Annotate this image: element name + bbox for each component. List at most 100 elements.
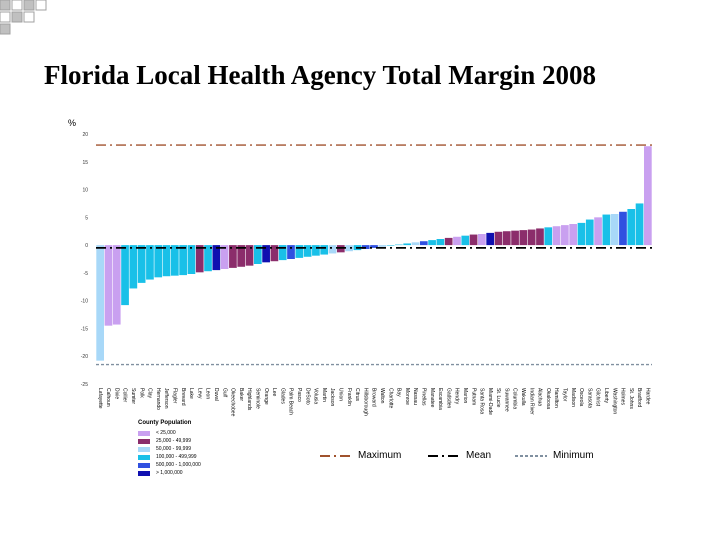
category-label: Glades [279,388,285,404]
category-label: Manatee [429,388,435,408]
bar-collier [121,245,129,306]
category-label: Broward [371,388,377,407]
bar-sarasota [585,219,594,246]
bar-escambia [436,239,445,246]
legend-mean-label: Mean [466,450,492,461]
bar-holmes [619,211,627,246]
bar-jefferson [162,245,171,277]
bar-marion [461,235,470,246]
legend-minimum-label: Minimum [553,450,594,461]
legend-row: 100,000 - 499,999 [138,453,234,461]
category-label: Wakulla [520,388,526,406]
category-label: Levy [196,388,202,399]
legend-maximum-label: Maximum [358,450,402,461]
bar-calhoun [104,245,113,326]
category-label: Gadsden [445,388,451,409]
category-label: Sumter [130,388,136,404]
legend-label: > 1,000,000 [156,470,183,476]
category-label: Marion [462,388,468,404]
y-tick-label: -10 [81,299,88,305]
category-label: Bay [396,388,402,397]
category-label: Liberty [603,388,609,404]
category-label: Lafayette [97,388,103,409]
legend-row: < 25,000 [138,429,234,437]
bar-taylor [561,225,569,246]
bar-desoto [303,245,312,257]
bar-osceola [577,222,586,246]
bar-madison [569,224,578,246]
bar-orange [262,245,270,263]
y-tick-label: 10 [82,188,88,194]
legend-row: 500,000 - 1,000,000 [138,461,234,469]
legend-title: County Population [138,420,192,426]
bar-leon [204,245,212,272]
bar-columbia [511,230,519,246]
category-label: Hardee [645,388,651,405]
bar-nassau [411,242,420,246]
category-label: Alachua [537,388,543,406]
legend-minimum: Minimum [515,450,594,461]
category-label: Hernando [155,388,161,410]
category-label: Lee [271,388,277,397]
category-label: Putnam [470,388,476,405]
legend-swatch [138,454,150,460]
category-label: Citrus [354,388,360,402]
category-label: Indian River [528,388,534,415]
slide-title: Florida Local Health Agency Total Margin… [44,60,596,90]
bar-gulf [220,245,229,269]
category-label: Gulf [221,388,227,398]
legend-mean: Mean [428,450,491,461]
bar-okeechobee [229,245,237,268]
legend-swatch [138,430,150,436]
legend-row: > 1,000,000 [138,469,234,477]
category-label: Monroe [404,388,410,405]
category-label: Okaloosa [545,388,551,409]
bar-lee [270,245,279,262]
bar-indian-river [527,229,536,246]
category-label: Holmes [620,388,626,405]
category-label: Gilchrist [595,388,601,407]
legend-label: < 25,000 [156,430,176,436]
y-tick-label: -25 [81,382,88,388]
legend-label: 50,000 - 99,999 [156,446,192,452]
y-tick-label: 5 [85,215,88,221]
bar-pinellas [419,241,428,246]
category-label: Franklin [346,388,352,406]
legend-label: 500,000 - 1,000,000 [156,462,201,468]
bar-gadsden [444,237,453,246]
bar-brevard [179,245,187,276]
bar-levy [195,245,204,273]
bar-polk [137,245,146,283]
legend-row: 50,000 - 99,999 [138,445,234,453]
bar-charlotte [386,245,395,246]
category-label: Calhoun [105,388,111,407]
category-label: DeSoto [304,388,310,405]
bar-pasco [295,245,304,258]
category-label: Pasco [296,388,302,402]
y-tick-label: 15 [82,160,88,166]
maximum-line-swatch [320,454,352,457]
category-label: Martin [321,388,327,402]
bar-hardee [644,146,652,246]
bar-st-johns [627,209,636,246]
category-label: Hendry [454,388,460,405]
category-label: Orange [263,388,269,405]
category-label: Seminole [254,388,260,409]
category-label: Jackson [329,388,335,407]
category-label: Walton [379,388,385,404]
legend-row: 25,000 - 49,999 [138,437,234,445]
category-label: Polk [138,388,144,398]
bar-bradford [635,203,644,246]
category-label: Santa Rosa [479,388,485,414]
legend-label: 100,000 - 499,999 [156,454,197,460]
y-axis-label: % [68,118,76,128]
category-label: Collier [122,388,128,403]
y-tick-label: -5 [84,271,89,277]
category-label: St. Lucie [495,388,501,408]
category-label: Jefferson [163,388,169,409]
bar-broward [370,245,378,248]
bar-highlands [245,245,254,266]
bar-miami-dade [486,232,495,246]
bar-jackson [328,245,337,254]
